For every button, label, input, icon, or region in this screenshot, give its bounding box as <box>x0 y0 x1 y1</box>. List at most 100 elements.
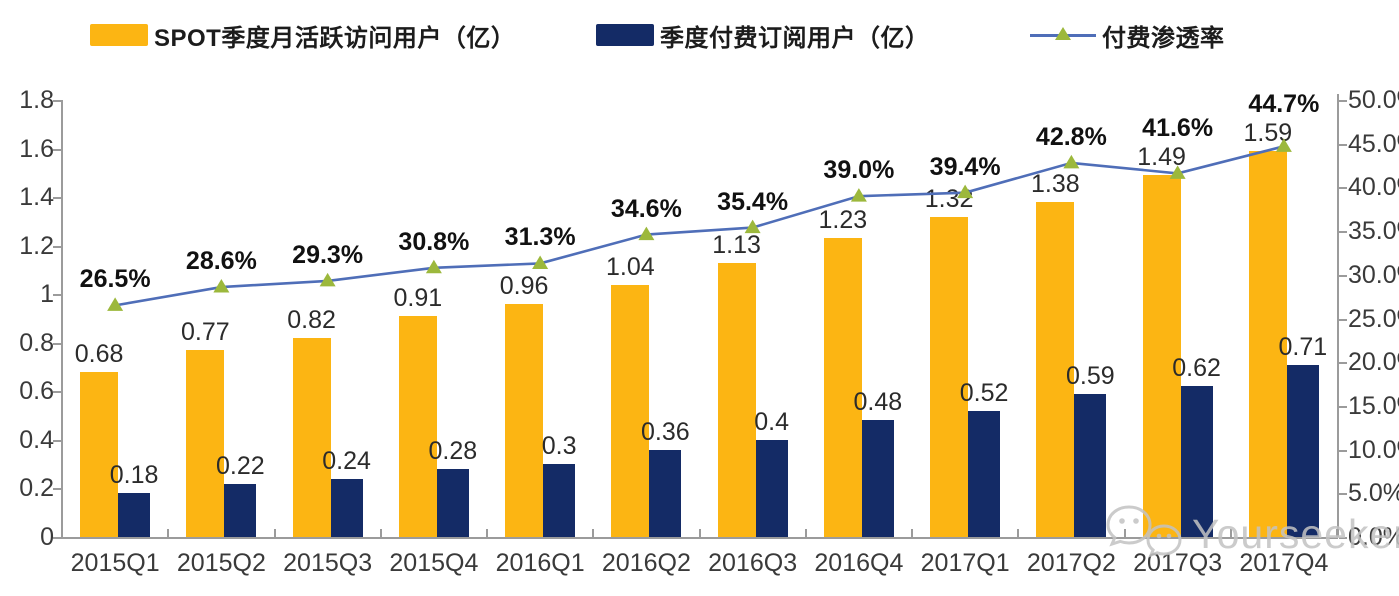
x-axis-tick <box>698 529 701 537</box>
y-left-tick-label: 1.8 <box>19 86 54 114</box>
legend-label-subscribers: 季度付费订阅用户（亿） <box>660 24 930 52</box>
y-right-tick-label: 30.0% <box>1348 260 1399 289</box>
penetration-label-2016Q3: 35.4% <box>717 187 789 216</box>
y-right-tick-label: 5.0% <box>1348 479 1399 508</box>
line-marker-2016Q4 <box>850 188 867 202</box>
bar-subscribers-2016Q3 <box>755 439 788 537</box>
y-left-tick-label: 0.2 <box>19 474 54 503</box>
bar-mau-2015Q3 <box>292 337 331 537</box>
bar-mau-2017Q4 <box>1248 150 1287 537</box>
line-marker-2015Q4 <box>425 259 442 274</box>
bar-label-mau-2017Q2: 1.38 <box>1031 169 1080 198</box>
y-right-tick-label: 10.0% <box>1348 435 1399 464</box>
bar-mau-2016Q2 <box>611 284 650 537</box>
x-category-label: 2015Q4 <box>389 549 479 577</box>
bar-mau-2017Q3 <box>1142 175 1181 537</box>
legend-swatch-subscribers <box>596 24 654 46</box>
penetration-label-2016Q4: 39.0% <box>823 156 895 185</box>
y-left-tick <box>53 197 62 200</box>
x-category-label: 2017Q2 <box>1026 549 1116 577</box>
y-right-tick <box>1339 405 1347 408</box>
y-left-tick-label: 1.6 <box>19 134 54 163</box>
bar-label-subscribers-2016Q3: 0.4 <box>754 407 789 436</box>
bar-label-mau-2016Q4: 1.23 <box>818 206 868 235</box>
x-category-label: 2017Q1 <box>920 549 1010 577</box>
y-right-tick <box>1339 493 1347 496</box>
penetration-label-2015Q4: 30.8% <box>398 227 470 256</box>
y-right-tick-label: 15.0% <box>1348 391 1399 420</box>
y-right-tick <box>1339 362 1347 365</box>
y-right-tick <box>1339 231 1347 234</box>
bar-subscribers-2015Q1 <box>118 493 151 537</box>
bar-mau-2015Q2 <box>186 350 225 537</box>
x-category-label: 2017Q4 <box>1239 549 1329 577</box>
penetration-line <box>107 138 1292 311</box>
bar-subscribers-2016Q4 <box>861 420 894 537</box>
penetration-label-2017Q2: 42.8% <box>1035 122 1107 151</box>
line-marker-2017Q4 <box>1275 138 1292 152</box>
y-left-tick-label: 0.6 <box>19 377 54 406</box>
line-marker-2015Q3 <box>319 272 336 287</box>
x-axis-tick <box>1123 529 1126 537</box>
bar-subscribers-2016Q2 <box>649 449 682 537</box>
y-left-tick-label: 0 <box>40 523 54 551</box>
line-marker-2016Q1 <box>532 255 549 269</box>
bar-subscribers-2017Q4 <box>1286 364 1319 537</box>
bar-label-mau-2016Q2: 1.04 <box>606 252 655 281</box>
x-category-label: 2016Q1 <box>495 549 585 577</box>
x-axis-tick <box>379 529 382 537</box>
x-category-label: 2015Q2 <box>176 549 266 577</box>
bar-label-subscribers-2015Q2: 0.22 <box>216 451 265 480</box>
y-right-tick <box>1339 100 1347 102</box>
y-left-tick-label: 0.4 <box>19 425 54 454</box>
y-left-tick <box>53 100 62 102</box>
penetration-label-2016Q1: 31.3% <box>504 223 576 252</box>
y-left-tick <box>53 148 62 151</box>
x-category-label: 2016Q4 <box>814 549 904 577</box>
x-axis-line <box>61 537 1338 539</box>
y-right-tick-label: 50.0% <box>1348 86 1399 114</box>
y-right-tick-label: 0.0% <box>1348 523 1399 551</box>
x-axis-tick <box>486 529 488 537</box>
line-marker-2015Q2 <box>213 279 230 293</box>
bar-label-mau-2015Q2: 0.77 <box>181 318 230 347</box>
bar-label-subscribers-2015Q1: 0.18 <box>109 461 159 490</box>
wechat-icon <box>1106 505 1182 558</box>
y-left-tick-label: 0.8 <box>19 328 54 357</box>
y-left-tick-label: 1.2 <box>19 231 54 260</box>
penetration-label-2017Q3: 41.6% <box>1142 114 1214 143</box>
y-right-tick-label: 45.0% <box>1348 129 1399 158</box>
y-axis-left-line <box>61 100 63 537</box>
legend-label-penetration: 付费渗透率 <box>1102 24 1225 52</box>
watermark: Yourseeker <box>1106 503 1399 565</box>
y-right-tick-label: 35.0% <box>1348 217 1399 246</box>
bar-label-mau-2016Q3: 1.13 <box>712 230 761 259</box>
y-right-tick-label: 20.0% <box>1348 348 1399 377</box>
bar-mau-2017Q2 <box>1036 201 1075 537</box>
y-right-tick-label: 25.0% <box>1348 304 1399 333</box>
bar-label-subscribers-2017Q4: 0.71 <box>1278 332 1328 361</box>
penetration-label-2017Q1: 39.4% <box>929 152 1001 181</box>
legend-label-mau: SPOT季度月活跃访问用户（亿） <box>154 24 516 52</box>
bar-subscribers-2017Q2 <box>1074 393 1107 537</box>
line-marker-2016Q3 <box>744 219 761 234</box>
bar-subscribers-2015Q2 <box>224 483 257 537</box>
bar-subscribers-2017Q3 <box>1180 386 1213 537</box>
y-right-tick <box>1339 318 1347 321</box>
legend-item-subscribers: 季度付费订阅用户（亿） <box>596 20 930 52</box>
x-axis-tick <box>804 529 807 537</box>
bar-subscribers-2015Q3 <box>330 478 363 537</box>
line-marker-2015Q1 <box>107 297 124 311</box>
bar-mau-2016Q4 <box>823 238 862 537</box>
y-axis-right-line <box>1337 94 1339 537</box>
bar-mau-2016Q3 <box>717 262 756 537</box>
x-category-label: 2017Q3 <box>1133 549 1223 577</box>
x-category-label: 2016Q3 <box>708 549 798 577</box>
penetration-label-2015Q1: 26.5% <box>79 265 151 294</box>
line-marker-2017Q2 <box>1063 154 1080 169</box>
bar-label-mau-2015Q3: 0.82 <box>287 305 336 334</box>
x-category-label: 2015Q1 <box>70 549 160 577</box>
bar-mau-2017Q1 <box>930 216 969 537</box>
bar-subscribers-2016Q1 <box>543 464 576 537</box>
